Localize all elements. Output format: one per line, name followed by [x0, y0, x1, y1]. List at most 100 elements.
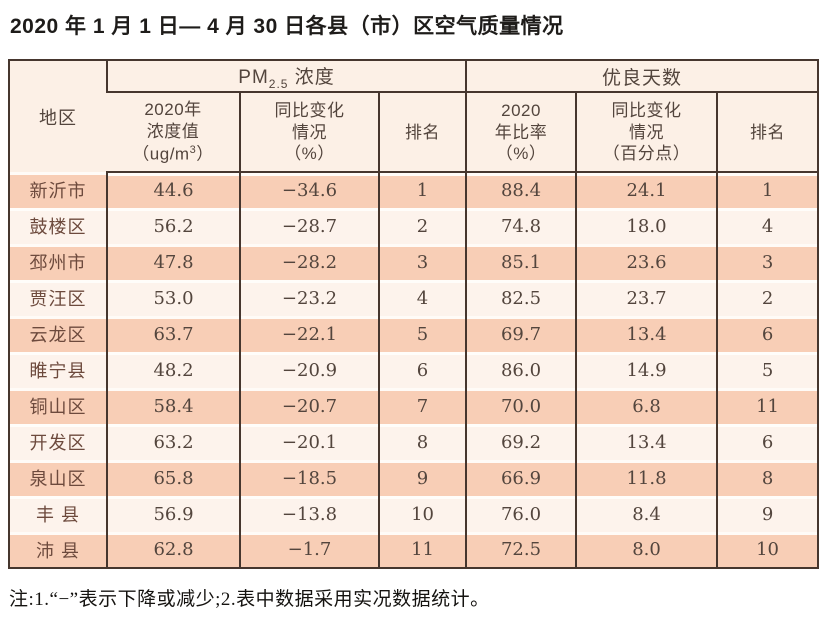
pm25-prefix: PM	[238, 66, 269, 88]
good-rank-cell: 2	[716, 280, 819, 317]
header-line: 情况	[292, 122, 327, 142]
good-rank-cell: 1	[716, 172, 819, 209]
good-rate-cell: 72.5	[465, 532, 577, 569]
pm-change-cell: −23.2	[239, 280, 379, 317]
good-rate-cell: 69.7	[465, 316, 577, 353]
pm-change-cell: −18.5	[239, 460, 379, 497]
good-change-cell: 13.4	[575, 424, 718, 461]
region-cell: 泉山区	[9, 460, 107, 497]
table-row: 新沂市 44.6 −34.6 1 88.4 24.1 1	[9, 172, 819, 209]
region-cell: 鼓楼区	[9, 208, 107, 245]
region-cell: 开发区	[9, 424, 107, 461]
good-rank-cell: 8	[716, 460, 819, 497]
table-row: 丰 县 56.9 −13.8 10 76.0 8.4 9	[9, 496, 819, 533]
header-line: （百分点）	[602, 144, 691, 164]
good-change-cell: 24.1	[575, 172, 718, 209]
good-rank-cell: 6	[716, 424, 819, 461]
good-change-cell: 18.0	[575, 208, 718, 245]
header-pm-rank: 排名	[377, 92, 467, 174]
pm-rank-cell: 7	[377, 388, 467, 425]
table-row: 贾汪区 53.0 −23.2 4 82.5 23.7 2	[9, 280, 819, 317]
region-cell: 贾汪区	[9, 280, 107, 317]
good-rank-cell: 11	[716, 388, 819, 425]
good-change-cell: 6.8	[575, 388, 718, 425]
table-row: 开发区 63.2 −20.1 8 69.2 13.4 6	[9, 424, 819, 461]
air-quality-table: 地区 PM2.5 浓度 优良天数 2020年 浓度值 （ug/m3） 同比变化 …	[8, 59, 820, 570]
pm-value-cell: 56.9	[106, 496, 240, 533]
region-cell: 丰 县	[9, 496, 107, 533]
good-rate-cell: 88.4	[465, 172, 577, 209]
good-rate-cell: 74.8	[465, 208, 577, 245]
table-row: 铜山区 58.4 −20.7 7 70.0 6.8 11	[9, 388, 819, 425]
pm-value-cell: 58.4	[106, 388, 240, 425]
pm-rank-cell: 3	[377, 244, 467, 281]
pm-value-cell: 62.8	[106, 532, 240, 569]
pm-value-cell: 65.8	[106, 460, 240, 497]
pm25-suffix: 浓度	[288, 66, 335, 88]
pm-value-cell: 63.7	[106, 316, 240, 353]
pm-change-cell: −20.9	[239, 352, 379, 389]
header-line: （%）	[284, 144, 335, 164]
header-line: 浓度值	[146, 122, 200, 142]
table-header: 地区 PM2.5 浓度 优良天数 2020年 浓度值 （ug/m3） 同比变化 …	[9, 60, 819, 174]
header-line: 2020	[501, 100, 541, 120]
table-row: 邳州市 47.8 −28.2 3 85.1 23.6 3	[9, 244, 819, 281]
good-rate-cell: 86.0	[465, 352, 577, 389]
good-rank-cell: 5	[716, 352, 819, 389]
header-line: 2020年	[144, 100, 202, 120]
pm-change-cell: −28.2	[239, 244, 379, 281]
region-cell: 铜山区	[9, 388, 107, 425]
good-change-cell: 8.0	[575, 532, 718, 569]
pm-change-cell: −20.1	[239, 424, 379, 461]
pm-value-cell: 48.2	[106, 352, 240, 389]
region-cell: 云龙区	[9, 316, 107, 353]
unit-superscript: 3	[189, 143, 197, 156]
unit-prefix: （ug/m	[132, 144, 190, 164]
good-rate-cell: 70.0	[465, 388, 577, 425]
pm-value-cell: 53.0	[106, 280, 240, 317]
header-line: 同比变化	[274, 100, 345, 120]
pm-change-cell: −28.7	[239, 208, 379, 245]
pm-rank-cell: 9	[377, 460, 467, 497]
header-line: 情况	[629, 122, 665, 142]
pm-rank-cell: 10	[377, 496, 467, 533]
table-row: 沛 县 62.8 −1.7 11 72.5 8.0 10	[9, 532, 819, 569]
header-pm-change: 同比变化 情况 （%）	[239, 92, 379, 174]
footnote: 注:1.“−”表示下降或减少;2.表中数据采用实况数据统计。	[9, 589, 490, 611]
pm-rank-cell: 2	[377, 208, 467, 245]
group-header-row: 地区 PM2.5 浓度 优良天数	[9, 60, 819, 173]
good-change-cell: 23.7	[575, 280, 718, 317]
header-good-change: 同比变化 情况 （百分点）	[575, 92, 718, 174]
good-rank-cell: 6	[716, 316, 819, 353]
pm-change-cell: −1.7	[239, 532, 379, 569]
header-group-good-days: 优良天数	[465, 60, 819, 94]
header-pm-value: 2020年 浓度值 （ug/m3）	[107, 92, 240, 174]
region-cell: 新沂市	[9, 172, 107, 209]
good-change-cell: 11.8	[575, 460, 718, 497]
pm-rank-cell: 8	[377, 424, 467, 461]
good-rate-cell: 66.9	[465, 460, 577, 497]
good-rank-cell: 3	[716, 244, 819, 281]
header-line: （%）	[495, 144, 547, 164]
pm-value-cell: 56.2	[106, 208, 240, 245]
pm-value-cell: 44.6	[106, 172, 240, 209]
pm-rank-cell: 6	[377, 352, 467, 389]
pm-value-cell: 63.2	[106, 424, 240, 461]
header-line: 同比变化	[611, 100, 682, 120]
pm-change-cell: −20.7	[239, 388, 379, 425]
good-rate-cell: 85.1	[465, 244, 577, 281]
good-rank-cell: 4	[716, 208, 819, 245]
good-change-cell: 14.9	[575, 352, 718, 389]
table-body: 新沂市 44.6 −34.6 1 88.4 24.1 1 鼓楼区 56.2 −2…	[9, 172, 819, 569]
sub-header-row: 2020年 浓度值 （ug/m3） 同比变化 情况 （%） 排名 2020 年比…	[9, 92, 819, 174]
table-row: 云龙区 63.7 −22.1 5 69.7 13.4 6	[9, 316, 819, 353]
header-region: 地区	[9, 60, 107, 173]
pm-rank-cell: 11	[377, 532, 467, 569]
pm-rank-cell: 5	[377, 316, 467, 353]
good-rate-cell: 76.0	[465, 496, 577, 533]
pm-change-cell: −22.1	[239, 316, 379, 353]
good-rank-cell: 10	[716, 532, 819, 569]
table-row: 泉山区 65.8 −18.5 9 66.9 11.8 8	[9, 460, 819, 497]
region-cell: 邳州市	[9, 244, 107, 281]
